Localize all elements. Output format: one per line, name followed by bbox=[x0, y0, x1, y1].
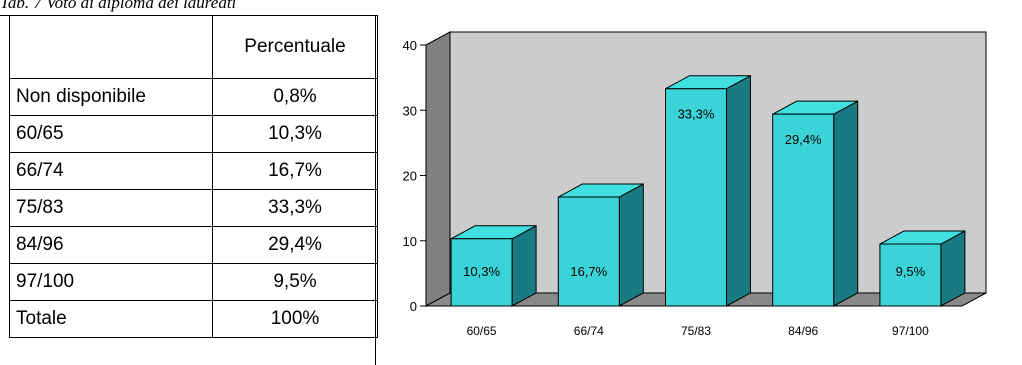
bar-data-label: 10,3% bbox=[463, 264, 500, 279]
bar bbox=[665, 88, 727, 307]
bar bbox=[557, 196, 620, 307]
row-label: 97/100 bbox=[9, 263, 213, 301]
table-row: 60/65 10,3% bbox=[9, 115, 378, 153]
table-total-row: Totale 100% bbox=[9, 300, 378, 338]
header-cell-empty bbox=[9, 15, 213, 79]
bar bbox=[879, 243, 942, 307]
row-label: 66/74 bbox=[9, 152, 213, 190]
y-tick-label: 20 bbox=[403, 169, 417, 184]
row-value: 29,4% bbox=[212, 226, 378, 264]
bar-side bbox=[511, 224, 537, 307]
y-tick-label: 10 bbox=[403, 234, 417, 249]
table-row: 84/96 29,4% bbox=[9, 226, 378, 264]
x-tick-label: 60/65 bbox=[467, 324, 497, 338]
y-tick-label: 40 bbox=[403, 38, 417, 53]
table-row: 97/100 9,5% bbox=[9, 263, 378, 301]
bar-side bbox=[618, 183, 644, 307]
row-value: 33,3% bbox=[212, 189, 378, 227]
x-tick-label: 66/74 bbox=[574, 324, 604, 338]
bar bbox=[772, 113, 835, 307]
table-header-row: Percentuale bbox=[9, 15, 378, 79]
x-tick-label: 84/96 bbox=[788, 324, 818, 338]
table-row: 66/74 16,7% bbox=[9, 152, 378, 190]
bar bbox=[450, 238, 513, 307]
percentage-table: Percentuale Non disponibile 0,8% 60/65 1… bbox=[9, 15, 378, 338]
bar-side bbox=[726, 74, 751, 307]
header-cell-percentuale: Percentuale bbox=[212, 15, 378, 79]
row-value: 9,5% bbox=[212, 263, 378, 301]
total-label: Totale bbox=[9, 300, 213, 338]
bar-data-label: 29,4% bbox=[785, 132, 822, 147]
row-value: 0,8% bbox=[212, 78, 378, 116]
bar-data-label: 16,7% bbox=[570, 264, 607, 279]
bar-data-label: 33,3% bbox=[678, 107, 715, 122]
x-tick-label: 97/100 bbox=[892, 324, 929, 338]
row-value: 16,7% bbox=[212, 152, 378, 190]
total-value: 100% bbox=[212, 300, 378, 338]
chart-side-wall bbox=[425, 31, 451, 307]
row-label: 84/96 bbox=[9, 226, 213, 264]
bar-data-label: 9,5% bbox=[896, 264, 926, 279]
bar-side bbox=[833, 100, 859, 307]
row-label: 60/65 bbox=[9, 115, 213, 153]
row-value: 10,3% bbox=[212, 115, 378, 153]
y-tick-label: 0 bbox=[410, 299, 417, 314]
y-tick-label: 30 bbox=[403, 103, 417, 118]
x-tick-label: 75/83 bbox=[681, 324, 711, 338]
table-caption: Tab. 7 Voto di diploma dei laureati bbox=[0, 0, 237, 12]
